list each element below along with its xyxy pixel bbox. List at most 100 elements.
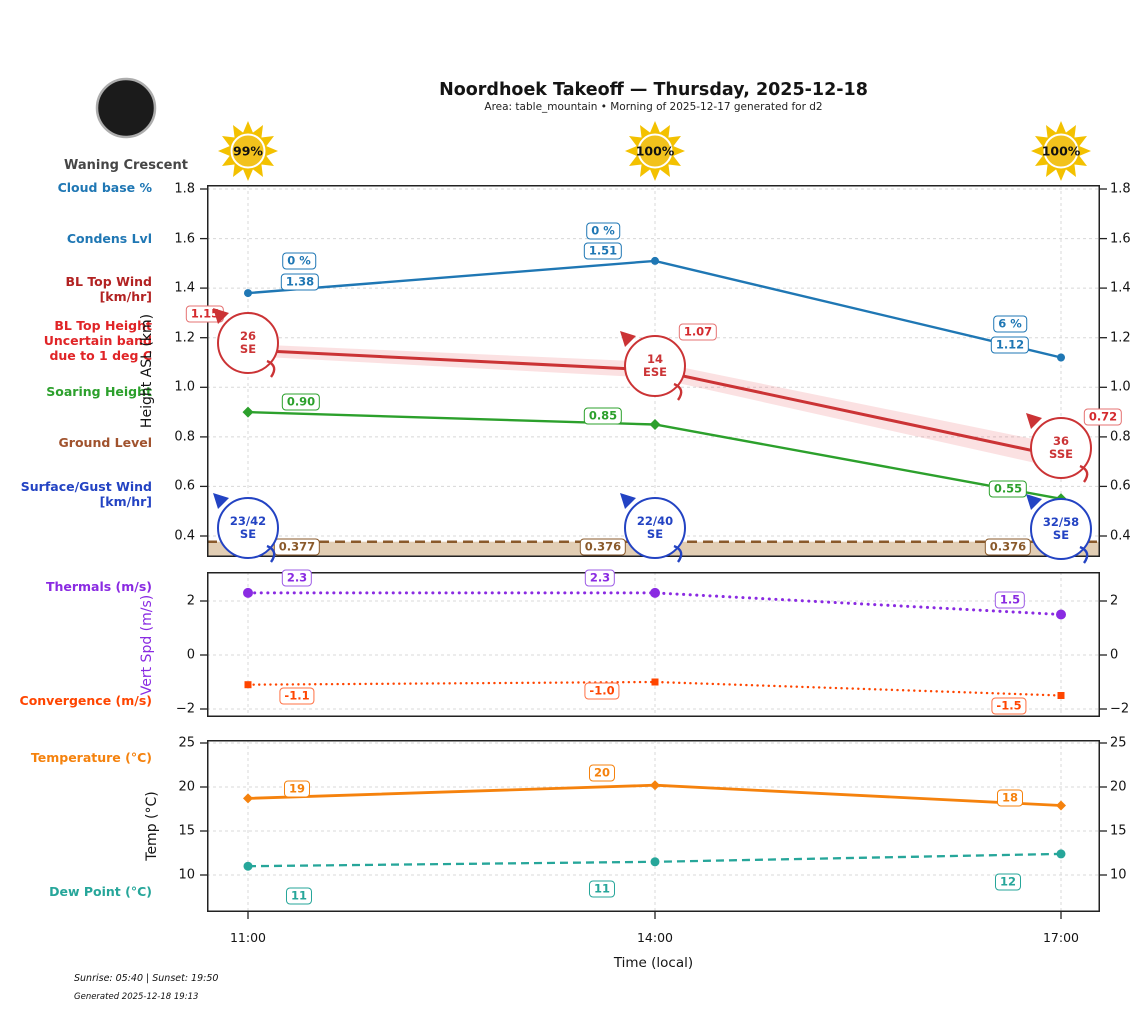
soaring-height-label: 0.90	[281, 393, 321, 411]
convergence-label: -1.0	[584, 682, 620, 700]
surface-wind-badge: 32/58 SE	[1026, 494, 1092, 564]
condens-lvl-label: 1.38	[280, 273, 320, 291]
thermals-label: 2.3	[584, 569, 616, 587]
wind-arrow-icon	[1026, 494, 1089, 564]
wind-speed: 22/40	[636, 514, 674, 528]
legend-soaring-height: Soaring Height	[46, 384, 152, 399]
ytick: 1.8	[1110, 181, 1131, 197]
ytick: 0.8	[174, 429, 195, 445]
dew-point-label: 12	[994, 873, 1022, 891]
ytick: 20	[178, 779, 195, 795]
legend-cloud-base: Cloud base %	[57, 180, 152, 195]
legend-convergence: Convergence (m/s)	[19, 693, 152, 708]
vertspd-axis-label: Vert Spd (m/s)	[139, 594, 155, 696]
cloud-base-label: 0 %	[282, 252, 316, 270]
tick-marks	[200, 742, 1107, 919]
sun-icon: 100%	[1031, 121, 1091, 181]
ytick: 1.0	[1110, 379, 1131, 395]
condens-lvl-markers	[244, 256, 1065, 362]
sunrise-sunset-note: Sunrise: 05:40 | Sunset: 19:50	[74, 973, 219, 984]
ytick: 1.2	[174, 330, 195, 346]
wind-speed: 36	[1052, 434, 1069, 448]
wind-arrow-icon	[620, 493, 683, 563]
thermals-label: 1.5	[994, 591, 1026, 609]
ytick: 0.4	[1110, 528, 1131, 544]
ytick: 20	[1110, 779, 1127, 795]
ytick: 1.4	[174, 280, 195, 296]
ground-level-label: 0.376	[579, 538, 627, 556]
legend-condens-lvl: Condens Lvl	[66, 231, 152, 246]
ground-level-label: 0.376	[984, 538, 1032, 556]
legend-dew-point: Dew Point (°C)	[49, 884, 152, 899]
ytick: 25	[178, 735, 195, 751]
soaring-height-label: 0.55	[988, 480, 1028, 498]
tick-marks	[200, 600, 1107, 710]
soaring-height-label: 0.85	[583, 407, 623, 425]
wind-dir: SE	[239, 342, 257, 356]
legend-surface-wind-unit: [km/hr]	[99, 494, 152, 509]
ytick: 25	[1110, 735, 1127, 751]
ytick: −2	[175, 701, 195, 717]
ytick: 0.6	[174, 478, 195, 494]
ytick: 0.6	[1110, 478, 1131, 494]
temperature-label: 20	[588, 764, 616, 782]
wind-dir: SE	[1052, 528, 1070, 542]
wind-speed: 26	[239, 329, 256, 343]
ytick: 2	[186, 593, 195, 609]
bl-top-height-label: 0.72	[1083, 408, 1123, 426]
thermals-markers	[243, 587, 1066, 620]
legend-bl-top-wind: BL Top Wind	[65, 274, 152, 289]
ytick: 0.4	[174, 528, 195, 544]
surface-wind-badge: 22/40 SE	[620, 493, 686, 563]
wind-speed: 23/42	[229, 514, 267, 528]
bl-top-wind-badge: 26 SE	[213, 308, 279, 378]
sun-icon: 100%	[625, 121, 685, 181]
wind-arrow-icon	[1026, 413, 1089, 483]
moon-icon	[95, 77, 157, 139]
ytick: 1.4	[1110, 280, 1131, 296]
wind-arrow-icon	[213, 493, 276, 563]
ytick: −2	[1110, 701, 1130, 717]
x-axis-label: Time (local)	[613, 955, 694, 971]
convergence-line	[246, 680, 1063, 697]
legend-ground-level: Ground Level	[58, 435, 152, 450]
temperature-label: 18	[996, 789, 1024, 807]
wind-dir: SSE	[1049, 447, 1073, 461]
xtick: 11:00	[229, 930, 267, 945]
cloud-base-label: 0 %	[586, 222, 620, 240]
temperature-label: 19	[283, 780, 311, 798]
condens-lvl-label: 1.12	[990, 336, 1030, 354]
convergence-label: -1.5	[991, 697, 1027, 715]
sun-percent-label: 100%	[1042, 144, 1081, 159]
xtick: 14:00	[636, 930, 674, 945]
ytick: 1.8	[174, 181, 195, 197]
ytick: 0	[186, 647, 195, 663]
legend-temperature: Temperature (°C)	[30, 750, 152, 765]
ytick: 15	[1110, 823, 1127, 839]
ytick: 1.0	[174, 379, 195, 395]
ytick: 1.2	[1110, 330, 1131, 346]
legend-bl-top-height-note1: Uncertain band	[43, 333, 152, 348]
condens-lvl-label: 1.51	[583, 242, 623, 260]
wind-speed: 14	[646, 352, 663, 366]
legend-bl-top-height-note2: due to 1 deg C	[49, 348, 152, 363]
wind-dir: SE	[239, 527, 257, 541]
sun-icon: 99%	[218, 121, 278, 181]
ytick: 1.6	[1110, 231, 1131, 247]
cloud-base-label: 6 %	[993, 315, 1027, 333]
ytick: 0.8	[1110, 429, 1131, 445]
ytick: 1.6	[174, 231, 195, 247]
page-subtitle: Area: table_mountain • Morning of 2025-1…	[484, 101, 823, 113]
wind-speed: 32/58	[1042, 515, 1080, 529]
legend-thermals: Thermals (m/s)	[45, 579, 152, 594]
sun-percent-label: 99%	[233, 144, 263, 159]
generated-note: Generated 2025-12-18 19:13	[74, 992, 199, 1002]
wind-dir: ESE	[643, 365, 667, 379]
bl-top-wind-badge: 14 ESE	[620, 331, 686, 401]
ground-level-label: 0.377	[273, 538, 321, 556]
ytick: 10	[178, 867, 195, 883]
xtick: 17:00	[1042, 930, 1080, 945]
temperature-markers	[243, 780, 1066, 811]
wind-dir: SE	[646, 527, 664, 541]
convergence-label: -1.1	[279, 687, 315, 705]
